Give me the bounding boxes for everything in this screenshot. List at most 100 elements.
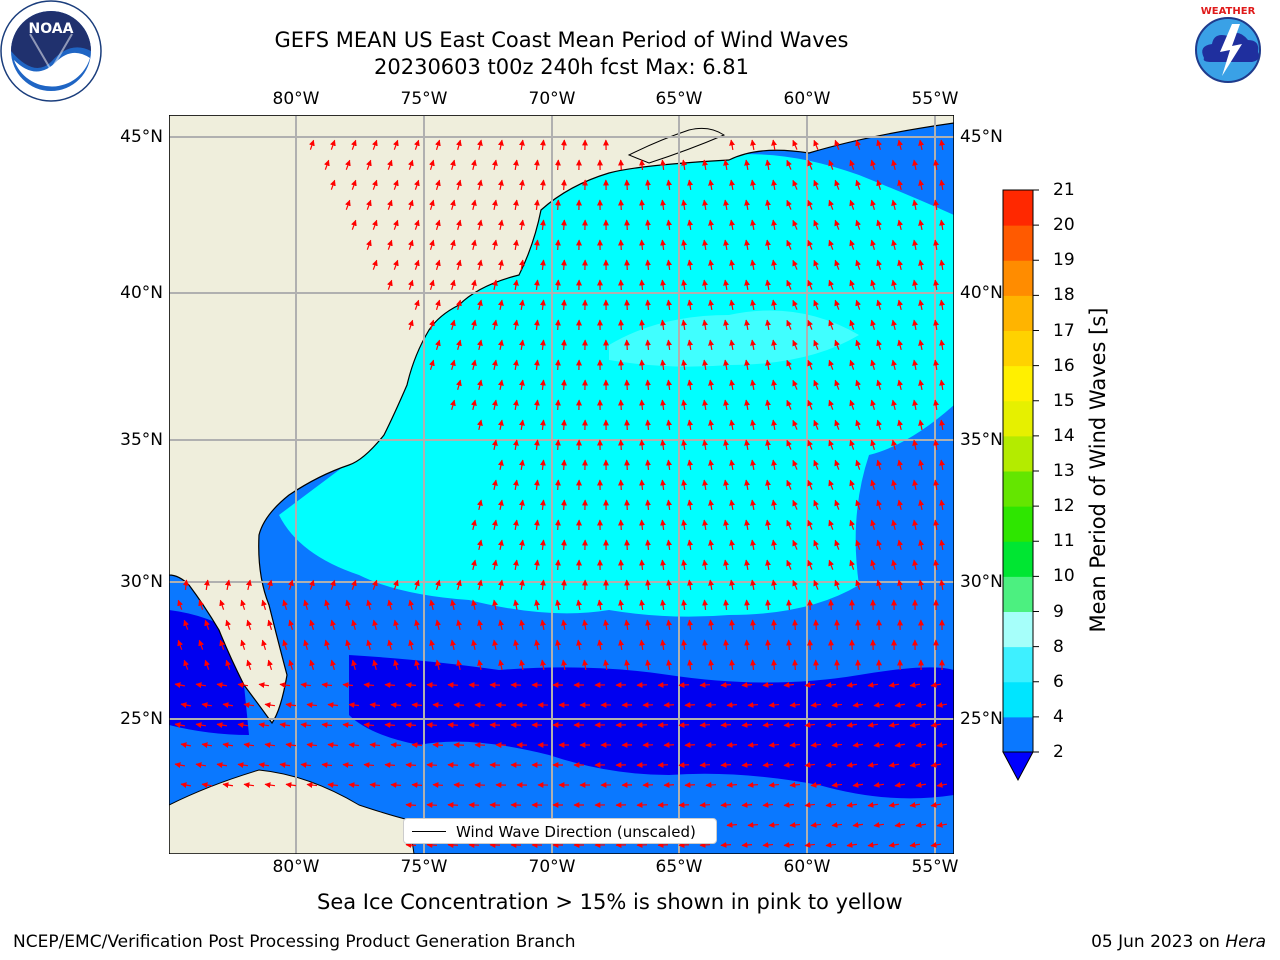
wave-direction-arrow	[195, 682, 207, 689]
wave-direction-arrow	[870, 359, 876, 370]
wave-direction-arrow	[405, 682, 417, 689]
wave-direction-arrow	[681, 639, 688, 651]
wave-direction-arrow	[177, 639, 183, 650]
wave-direction-arrow	[852, 741, 864, 748]
wave-direction-arrow	[876, 259, 882, 270]
colorbar	[1002, 189, 1039, 782]
wave-direction-arrow	[491, 439, 498, 451]
wave-direction-arrow	[771, 259, 778, 271]
wave-direction-arrow	[645, 339, 652, 351]
colorbar-segment	[1003, 260, 1033, 296]
wave-direction-arrow	[750, 419, 757, 431]
wave-direction-arrow	[792, 499, 798, 510]
wave-direction-arrow	[576, 639, 583, 651]
lon-label-bottom: 55°W	[911, 857, 959, 877]
wave-direction-arrow	[306, 702, 318, 709]
wave-direction-arrow	[873, 701, 885, 708]
wave-direction-arrow	[261, 599, 267, 610]
lon-label-bottom: 60°W	[783, 857, 831, 877]
wave-direction-arrow	[828, 439, 834, 450]
wave-direction-arrow	[198, 599, 204, 610]
wave-direction-arrow	[750, 259, 757, 271]
wave-direction-arrow	[258, 682, 270, 689]
wave-direction-arrow	[618, 639, 625, 651]
wave-direction-arrow	[708, 459, 715, 471]
wave-direction-arrow	[345, 159, 351, 170]
wave-direction-arrow	[450, 359, 456, 370]
wave-direction-arrow	[786, 559, 792, 570]
wave-direction-arrow	[894, 781, 906, 788]
wave-direction-arrow	[705, 741, 717, 748]
wave-direction-arrow	[267, 579, 273, 590]
wave-direction-arrow	[624, 299, 631, 311]
wave-direction-arrow	[645, 379, 652, 391]
wave-direction-arrow	[888, 721, 900, 728]
wave-direction-arrow	[918, 339, 925, 351]
wave-direction-arrow	[813, 219, 819, 230]
wave-direction-arrow	[912, 199, 919, 211]
wave-direction-arrow	[933, 399, 940, 411]
wave-direction-arrow	[470, 319, 477, 330]
wave-direction-arrow	[891, 519, 898, 530]
wave-direction-arrow	[849, 559, 855, 570]
wave-direction-arrow	[554, 239, 561, 251]
wave-direction-arrow	[804, 681, 816, 688]
wave-direction-arrow	[939, 499, 946, 511]
lon-label-bottom: 75°W	[400, 857, 448, 877]
wave-direction-arrow	[477, 659, 484, 671]
wave-direction-arrow	[786, 159, 792, 170]
wave-direction-arrow	[237, 682, 249, 689]
wave-direction-arrow	[783, 761, 795, 768]
wave-direction-arrow	[645, 259, 652, 271]
wave-direction-arrow	[203, 579, 210, 591]
wave-direction-arrow	[741, 761, 753, 768]
map-title: GEFS MEAN US East Coast Mean Period of W…	[274, 28, 849, 52]
wave-direction-arrow	[624, 539, 631, 551]
wave-direction-arrow	[660, 319, 667, 331]
wave-direction-arrow	[330, 179, 336, 190]
wave-direction-arrow	[240, 599, 246, 610]
wave-direction-arrow	[618, 319, 625, 331]
wave-direction-arrow	[639, 399, 646, 411]
wave-direction-arrow	[894, 741, 906, 748]
colorbar-segment	[1003, 576, 1033, 612]
sea-ice-note: Sea Ice Concentration > 15% is shown in …	[317, 890, 903, 914]
wave-direction-arrow	[729, 219, 736, 231]
wave-direction-arrow	[933, 239, 940, 251]
wave-direction-arrow	[768, 701, 780, 708]
wave-direction-arrow	[933, 559, 940, 571]
wave-direction-arrow	[918, 179, 925, 191]
colorbar-label: Mean Period of Wind Waves [s]	[1086, 307, 1110, 633]
wave-direction-arrow	[512, 519, 519, 531]
wave-direction-arrow	[560, 299, 567, 311]
wave-direction-arrow	[384, 722, 396, 729]
wave-direction-arrow	[933, 359, 940, 371]
wave-direction-arrow	[243, 702, 255, 709]
wave-direction-arrow	[624, 259, 631, 271]
wave-direction-arrow	[497, 379, 504, 391]
wave-direction-arrow	[897, 259, 904, 270]
lat-label-left: 45°N	[120, 127, 163, 147]
wave-direction-arrow	[936, 701, 948, 708]
wave-direction-arrow	[807, 199, 813, 210]
wave-direction-arrow	[912, 239, 919, 251]
wave-direction-arrow	[408, 159, 414, 170]
wave-direction-arrow	[435, 619, 442, 631]
wave-direction-arrow	[939, 339, 946, 351]
wave-direction-arrow	[497, 499, 504, 511]
wave-direction-arrow	[765, 559, 772, 571]
wave-direction-arrow	[372, 579, 378, 590]
wave-direction-arrow	[747, 781, 759, 788]
wave-direction-arrow	[876, 299, 882, 310]
wave-direction-arrow	[678, 761, 690, 768]
wave-direction-arrow	[825, 801, 837, 808]
wave-direction-arrow	[813, 339, 819, 350]
wave-direction-arrow	[747, 741, 759, 748]
wave-direction-arrow	[708, 179, 715, 191]
wave-direction-arrow	[855, 499, 861, 510]
wave-direction-arrow	[477, 619, 484, 631]
wave-direction-arrow	[518, 299, 525, 311]
wave-direction-arrow	[891, 159, 898, 170]
land-cuba	[169, 769, 415, 854]
wave-direction-arrow	[219, 639, 225, 650]
